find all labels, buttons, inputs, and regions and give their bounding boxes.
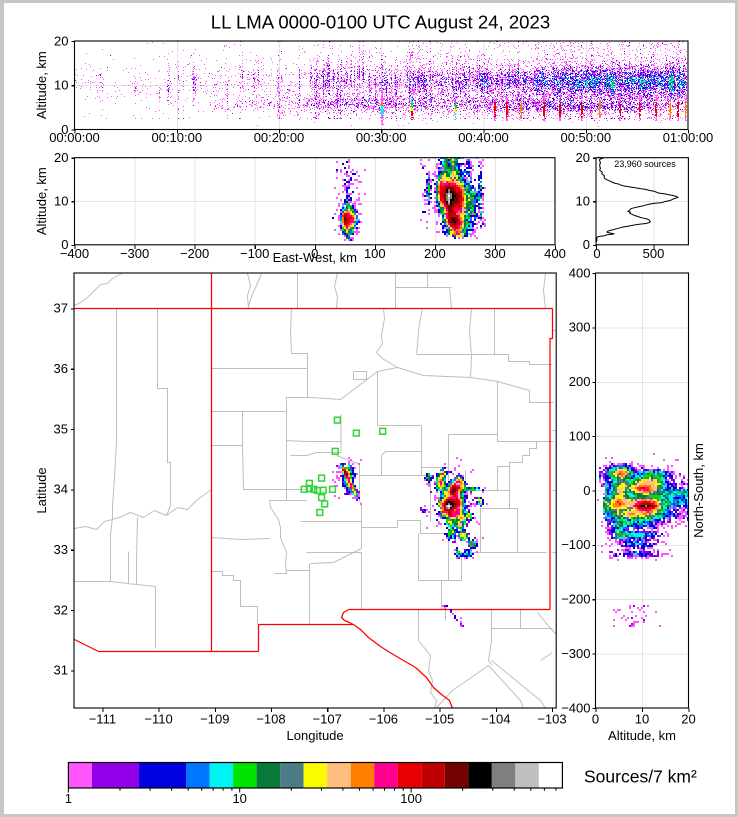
svg-text:−111: −111 <box>89 712 116 727</box>
svg-text:−108: −108 <box>256 712 285 727</box>
svg-text:00:10:00: 00:10:00 <box>151 130 202 145</box>
svg-text:20: 20 <box>576 150 590 165</box>
svg-text:100: 100 <box>400 791 422 806</box>
svg-text:0: 0 <box>593 246 600 261</box>
svg-text:00:00:00: 00:00:00 <box>49 130 100 145</box>
svg-text:00:50:00: 00:50:00 <box>560 130 611 145</box>
svg-text:33: 33 <box>54 542 68 557</box>
svg-text:−300: −300 <box>120 246 149 261</box>
svg-text:−105: −105 <box>425 712 454 727</box>
svg-text:East-West, km: East-West, km <box>273 250 357 265</box>
svg-text:0: 0 <box>592 712 599 727</box>
svg-text:−200: −200 <box>561 592 590 607</box>
svg-text:−109: −109 <box>200 712 229 727</box>
svg-text:−100: −100 <box>561 537 590 552</box>
svg-text:LL LMA 0000-0100 UTC August 24: LL LMA 0000-0100 UTC August 24, 2023 <box>211 12 550 33</box>
svg-text:−106: −106 <box>369 712 398 727</box>
svg-text:00:30:00: 00:30:00 <box>356 130 407 145</box>
svg-text:200: 200 <box>424 246 446 261</box>
svg-text:Sources/7 km²: Sources/7 km² <box>584 767 697 787</box>
svg-text:01:00:00: 01:00:00 <box>663 130 714 145</box>
svg-text:31: 31 <box>54 663 68 678</box>
svg-text:00:20:00: 00:20:00 <box>254 130 305 145</box>
svg-text:20: 20 <box>54 150 68 165</box>
svg-text:300: 300 <box>569 320 591 335</box>
svg-text:300: 300 <box>484 246 506 261</box>
svg-text:400: 400 <box>544 246 566 261</box>
svg-text:20: 20 <box>54 33 68 48</box>
svg-text:Latitude: Latitude <box>34 467 49 513</box>
svg-text:10: 10 <box>232 791 246 806</box>
svg-text:00:40:00: 00:40:00 <box>458 130 509 145</box>
svg-text:0: 0 <box>583 237 590 252</box>
svg-text:−103: −103 <box>537 712 566 727</box>
svg-text:100: 100 <box>569 428 591 443</box>
svg-text:0: 0 <box>61 122 68 137</box>
svg-text:Altitude, km: Altitude, km <box>34 51 49 119</box>
svg-text:−300: −300 <box>561 646 590 661</box>
svg-text:0: 0 <box>61 237 68 252</box>
svg-text:20: 20 <box>681 712 695 727</box>
svg-text:35: 35 <box>54 421 68 436</box>
svg-text:Altitude, km: Altitude, km <box>608 728 676 743</box>
svg-text:Altitude, km: Altitude, km <box>34 167 49 235</box>
svg-text:10: 10 <box>54 194 68 209</box>
svg-text:500: 500 <box>643 246 665 261</box>
svg-text:36: 36 <box>54 361 68 376</box>
svg-text:−200: −200 <box>180 246 209 261</box>
svg-text:−400: −400 <box>561 700 590 715</box>
svg-text:−400: −400 <box>60 246 89 261</box>
svg-text:−100: −100 <box>240 246 269 261</box>
svg-text:100: 100 <box>364 246 386 261</box>
svg-text:34: 34 <box>54 482 68 497</box>
svg-text:10: 10 <box>576 194 590 209</box>
svg-text:10: 10 <box>54 78 68 93</box>
svg-text:−110: −110 <box>144 712 172 727</box>
svg-text:32: 32 <box>54 602 68 617</box>
svg-text:23,960 sources: 23,960 sources <box>614 159 676 169</box>
svg-text:0: 0 <box>583 483 590 498</box>
svg-text:10: 10 <box>635 712 649 727</box>
svg-text:−107: −107 <box>313 712 342 727</box>
svg-text:1: 1 <box>65 791 72 806</box>
svg-text:North-South, km: North-South, km <box>691 443 706 538</box>
svg-text:−104: −104 <box>481 712 510 727</box>
svg-text:0: 0 <box>311 246 318 261</box>
svg-text:400: 400 <box>569 265 591 280</box>
svg-text:37: 37 <box>54 301 68 316</box>
svg-text:200: 200 <box>569 374 591 389</box>
svg-text:Longitude: Longitude <box>287 728 344 743</box>
